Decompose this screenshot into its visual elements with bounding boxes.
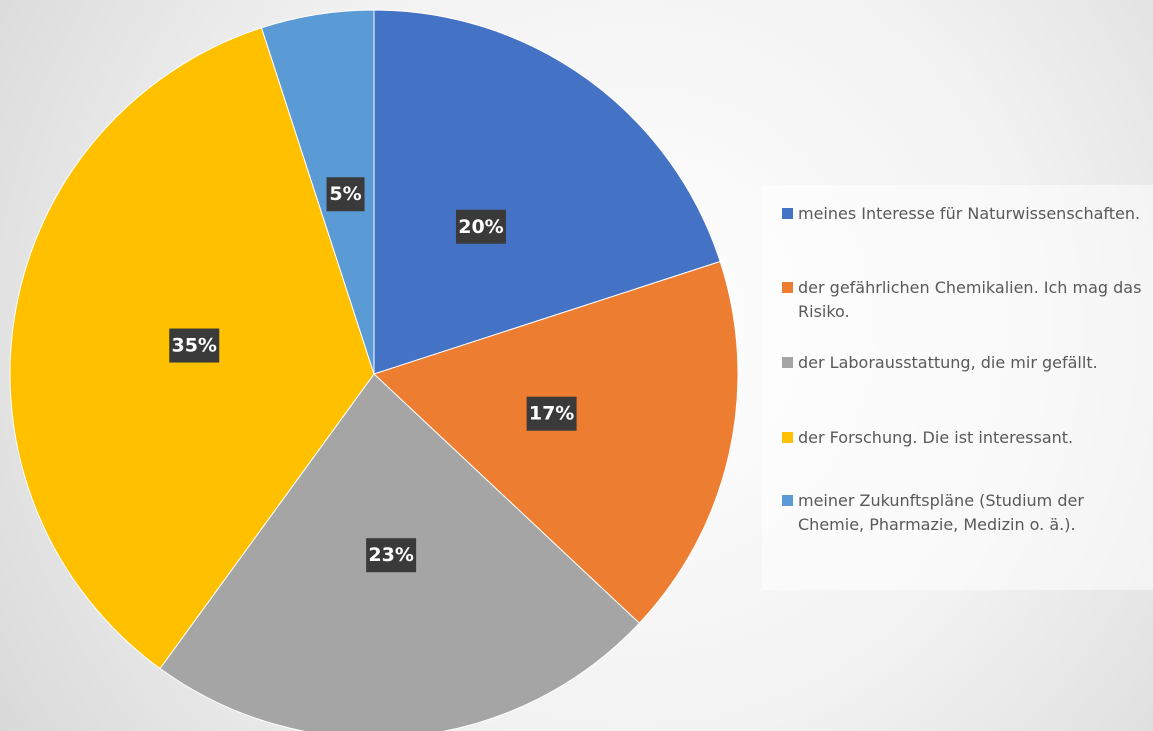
legend-entry: der gefährlichen Chemikalien. Ich mag da… — [778, 276, 1148, 324]
data-label-box — [366, 538, 417, 573]
legend: meines Interesse für Naturwissenschaften… — [762, 185, 1153, 590]
data-label: 35% — [171, 335, 216, 357]
legend-label: der Laborausstattung, die mir gefällt. — [798, 353, 1098, 372]
legend-entry: der Forschung. Die ist interessant. — [778, 426, 1148, 450]
pie-slice — [373, 9, 721, 375]
data-label-box — [455, 209, 506, 244]
legend-swatch — [782, 432, 793, 443]
legend-label: der gefährlichen Chemikalien. Ich mag da… — [798, 278, 1142, 321]
legend-label: meiner Zukunftspläne (Studium der Chemie… — [798, 491, 1084, 534]
pie-slice — [260, 9, 375, 375]
data-label: 23% — [368, 544, 413, 566]
legend-entry: meiner Zukunftspläne (Studium der Chemie… — [778, 489, 1148, 537]
legend-entry: meines Interesse für Naturwissenschaften… — [778, 202, 1148, 226]
pie-slice — [373, 260, 739, 624]
data-label-box — [169, 328, 220, 363]
data-label: 17% — [529, 403, 574, 425]
data-label: 20% — [458, 216, 503, 238]
data-label-box — [526, 396, 577, 431]
legend-swatch — [782, 282, 793, 293]
data-label: 5% — [329, 183, 361, 205]
legend-entry: der Laborausstattung, die mir gefällt. — [778, 351, 1148, 375]
data-label-box — [326, 177, 365, 212]
legend-label: der Forschung. Die ist interessant. — [798, 428, 1074, 447]
legend-label: meines Interesse für Naturwissenschaften… — [798, 204, 1141, 223]
legend-swatch — [782, 208, 793, 219]
legend-swatch — [782, 357, 793, 368]
legend-swatch — [782, 495, 793, 506]
